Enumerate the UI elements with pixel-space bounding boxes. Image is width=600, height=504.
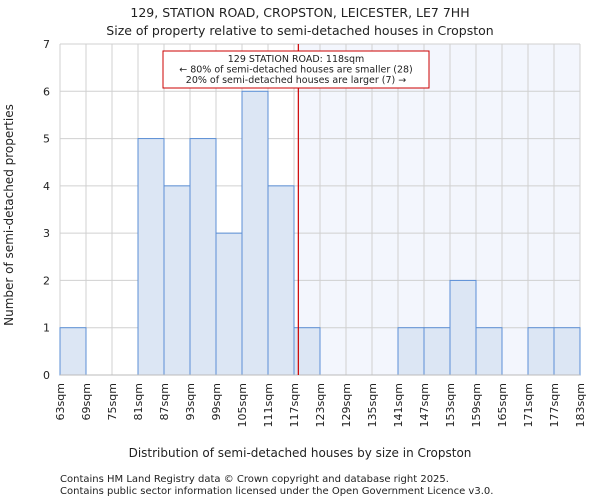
x-tick-label: 135sqm [366, 383, 379, 427]
histogram-bar [527, 327, 555, 376]
y-tick-label: 7 [43, 38, 50, 51]
x-tick-label: 117sqm [288, 383, 301, 427]
annotation-line: 129 STATION ROAD: 118sqm [228, 54, 365, 65]
annotation-line: 20% of semi-detached houses are larger (… [186, 75, 406, 86]
histogram-bar [163, 185, 191, 376]
x-tick-label: 87sqm [158, 383, 171, 420]
histogram-bar [267, 185, 295, 376]
x-tick-label: 63sqm [54, 383, 67, 420]
x-tick-label: 177sqm [548, 383, 561, 427]
y-tick-label: 4 [43, 180, 50, 193]
footer-line-1: Contains HM Land Registry data © Crown c… [60, 474, 449, 485]
histogram-bar [553, 327, 581, 376]
x-tick-label: 111sqm [262, 383, 275, 427]
x-tick-label: 171sqm [522, 383, 535, 427]
chart-subtitle: Size of property relative to semi-detach… [106, 23, 493, 38]
annotation-box [162, 50, 430, 89]
x-tick-label: 183sqm [574, 383, 587, 427]
histogram-bar [449, 279, 477, 376]
x-tick-label: 147sqm [418, 383, 431, 427]
x-tick-label: 93sqm [184, 383, 197, 420]
histogram-bar [137, 138, 165, 376]
y-tick-label: 1 [43, 322, 50, 335]
x-tick-label: 141sqm [392, 383, 405, 427]
x-tick-label: 99sqm [210, 383, 223, 420]
x-tick-label: 69sqm [80, 383, 93, 420]
x-axis-label: Distribution of semi-detached houses by … [129, 446, 472, 460]
y-tick-label: 3 [43, 227, 50, 240]
histogram-bar [241, 90, 269, 376]
histogram-bar [189, 138, 217, 376]
y-axis-label: Number of semi-detached properties [2, 104, 16, 326]
y-tick-label: 6 [43, 85, 50, 98]
y-tick-label: 2 [43, 274, 50, 287]
x-tick-label: 153sqm [444, 383, 457, 427]
annotation-line: ← 80% of semi-detached houses are smalle… [179, 65, 413, 76]
histogram-bar [397, 327, 425, 376]
x-tick-label: 165sqm [496, 383, 509, 427]
y-tick-label: 5 [43, 133, 50, 146]
histogram-bar [423, 327, 451, 376]
x-tick-label: 129sqm [340, 383, 353, 427]
x-tick-label: 75sqm [106, 383, 119, 420]
x-tick-label: 123sqm [314, 383, 327, 427]
larger-region-shade [298, 44, 580, 375]
x-tick-label: 159sqm [470, 383, 483, 427]
chart-title: 129, STATION ROAD, CROPSTON, LEICESTER, … [130, 5, 469, 20]
y-tick-label: 0 [43, 369, 50, 382]
x-tick-label: 81sqm [132, 383, 145, 420]
histogram-bar [475, 327, 503, 376]
histogram-bar [215, 232, 243, 376]
histogram-bar [59, 327, 87, 376]
footer-line-2: Contains public sector information licen… [60, 486, 493, 497]
x-tick-label: 105sqm [236, 383, 249, 427]
